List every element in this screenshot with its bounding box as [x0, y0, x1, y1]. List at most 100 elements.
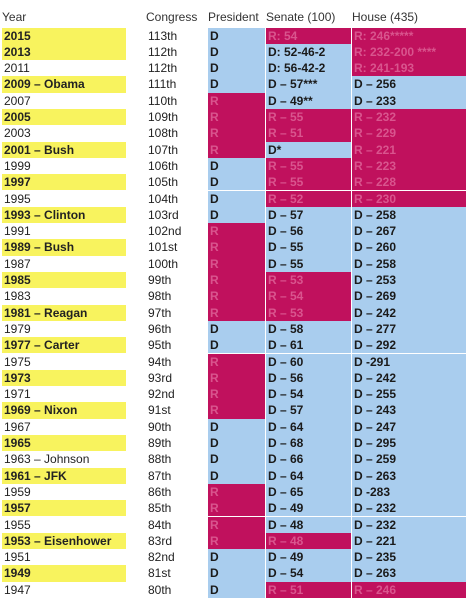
year-cell: 1971 — [4, 387, 31, 402]
senate-cell: R: 54 — [266, 27, 351, 44]
senate-cell: D – 55 — [266, 255, 351, 272]
year-cell: 2009 – Obama — [2, 76, 126, 93]
house-cell: R: 246***** — [352, 27, 466, 44]
senate-cell: D – 56 — [266, 369, 351, 387]
house-cell: R: 232-200 **** — [352, 43, 466, 61]
year-cell: 1965 — [2, 435, 126, 452]
house-cell: D -283 — [352, 483, 466, 501]
president-cell: R — [208, 304, 265, 321]
year-cell: 2001 – Bush — [2, 141, 126, 158]
president-cell: D — [208, 435, 265, 452]
congress-cell: 105th — [148, 175, 179, 190]
house-cell: D – 247 — [352, 418, 466, 435]
year-cell: 2007 — [4, 93, 31, 108]
president-cell: R — [208, 239, 265, 256]
congress-cell: 108th — [148, 126, 179, 141]
congress-cell: 90th — [148, 419, 172, 434]
senate-cell: D – 65 — [266, 483, 351, 501]
house-cell: D -291 — [352, 353, 466, 370]
senate-cell: R – 52 — [266, 190, 351, 207]
congress-cell: 84th — [148, 517, 172, 532]
senate-cell: R – 51 — [266, 581, 351, 598]
senate-cell: R – 55 — [266, 109, 351, 126]
year-cell: 1951 — [4, 550, 31, 565]
senate-cell: D – 48 — [266, 516, 351, 533]
president-cell: D — [208, 190, 265, 207]
year-cell: 1955 — [4, 517, 31, 532]
senate-cell: D – 54 — [266, 386, 351, 403]
house-cell: D – 292 — [352, 337, 466, 354]
house-cell: R – 221 — [352, 141, 466, 158]
senate-cell: D – 49** — [266, 92, 351, 109]
congress-cell: 101st — [148, 240, 178, 255]
house-cell: D – 232 — [352, 500, 466, 517]
president-cell: R — [208, 369, 265, 387]
year-cell: 1967 — [4, 419, 31, 434]
year-cell: 1999 — [4, 158, 31, 173]
congress-cell: 109th — [148, 110, 179, 124]
senate-cell: R – 54 — [266, 288, 351, 305]
year-cell: 1981 – Reagan — [2, 304, 126, 321]
house-cell: D – 232 — [352, 516, 466, 533]
senate-cell: D – 66 — [266, 451, 351, 468]
senate-cell: D – 64 — [266, 418, 351, 435]
header-senate: Senate (100) — [266, 10, 336, 24]
year-cell: 1947 — [4, 582, 31, 597]
house-cell: D – 295 — [352, 435, 466, 452]
house-cell: D – 242 — [352, 304, 466, 321]
year-cell: 1963 – Johnson — [4, 452, 90, 467]
congress-cell: 102nd — [148, 224, 182, 239]
year-cell: 1977 – Carter — [2, 337, 126, 354]
house-cell: D – 242 — [352, 369, 466, 387]
header-year: Year — [2, 10, 27, 24]
congress-cell: 110th — [148, 93, 178, 108]
year-cell: 2003 — [4, 126, 31, 141]
congress-cell: 81st — [148, 566, 171, 581]
senate-cell: D – 49 — [266, 549, 351, 566]
senate-cell: R – 53 — [266, 272, 351, 289]
congress-cell: 99th — [148, 273, 172, 287]
senate-cell: D – 54 — [266, 565, 351, 582]
year-cell: 1989 – Bush — [2, 239, 126, 256]
congress-cell: 96th — [148, 321, 172, 336]
congress-cell: 91st — [148, 403, 171, 418]
year-cell: 1961 – JFK — [2, 467, 126, 484]
congress-cell: 89th — [148, 436, 172, 450]
president-cell: D — [208, 467, 265, 484]
house-cell: D – 263 — [352, 565, 466, 582]
year-cell: 2011 — [4, 61, 30, 76]
president-cell: R — [208, 532, 265, 550]
congress-cell: 111th — [148, 77, 177, 92]
house-cell: D – 277 — [352, 320, 466, 338]
year-cell: 1953 – Eisenhower — [2, 532, 126, 550]
year-cell: 1997 — [2, 174, 126, 191]
congress-cell: 104th — [148, 191, 179, 206]
house-cell: D – 259 — [352, 451, 466, 468]
year-cell: 2005 — [2, 109, 126, 126]
year-cell: 1959 — [4, 484, 31, 499]
congress-cell: 92nd — [148, 387, 175, 402]
president-cell: D — [208, 565, 265, 582]
congress-cell: 83rd — [148, 533, 173, 548]
house-cell: D – 269 — [352, 288, 466, 305]
president-cell: D — [208, 76, 265, 93]
congress-cell: 95th — [148, 338, 172, 353]
senate-cell: R – 48 — [266, 532, 351, 550]
president-cell: D — [208, 27, 265, 44]
president-cell: R — [208, 255, 265, 272]
senate-cell: D – 57*** — [266, 76, 351, 93]
president-cell: D — [208, 581, 265, 598]
congress-cell: 87th — [148, 468, 172, 483]
house-cell: D – 258 — [352, 255, 466, 272]
senate-cell: D: 56-42-2 — [266, 60, 351, 77]
senate-cell: D – 60 — [266, 353, 351, 370]
senate-cell: D – 55 — [266, 239, 351, 256]
house-cell: R – 246 — [352, 581, 466, 598]
president-cell: D — [208, 320, 265, 338]
president-cell: R — [208, 500, 265, 517]
senate-cell: D – 61 — [266, 337, 351, 354]
senate-cell: D: 52-46-2 — [266, 43, 351, 61]
senate-cell: R – 53 — [266, 304, 351, 321]
year-cell: 1987 — [4, 256, 31, 271]
